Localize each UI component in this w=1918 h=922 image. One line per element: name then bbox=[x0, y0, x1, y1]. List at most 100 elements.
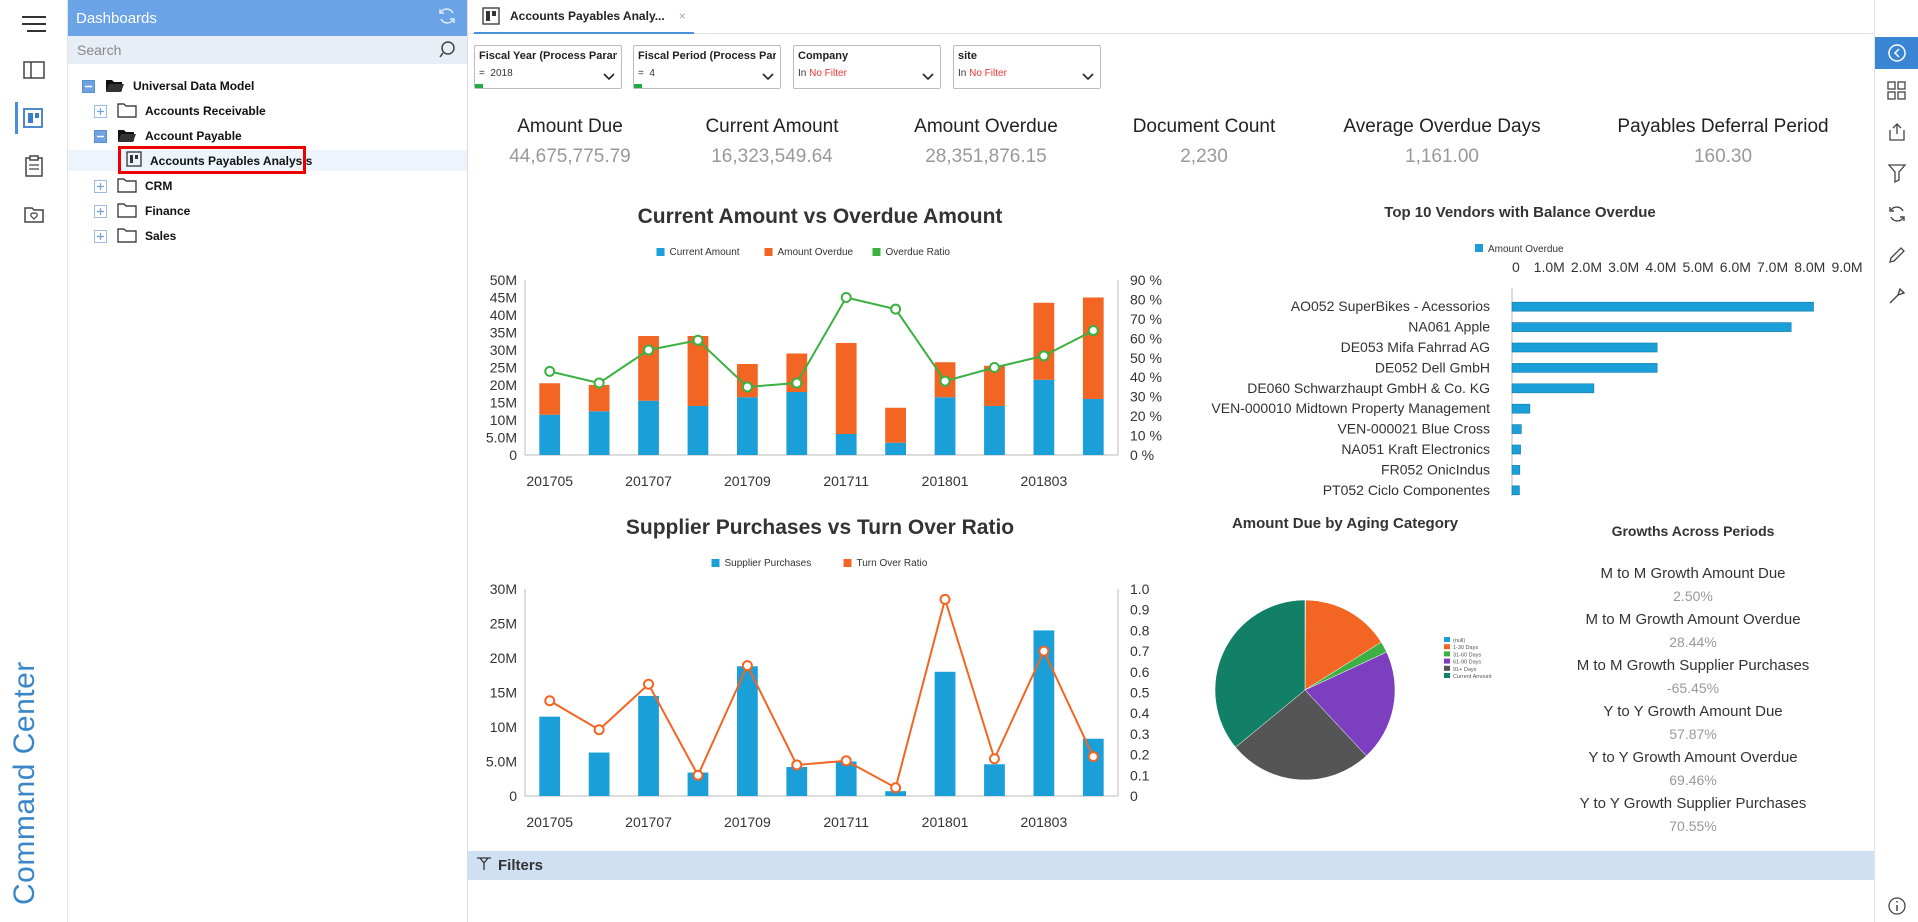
tab-accounts-payables-analysis[interactable]: Accounts Payables Analy... × bbox=[474, 0, 694, 34]
x-tick-label: 0 bbox=[1512, 259, 1520, 275]
tree-item-accounts-payables-analysis[interactable]: Accounts Payables Analysis bbox=[68, 150, 467, 171]
top-vendors-chart: Amount Overdue 0 1.0M 2.0M 3.0M 4.0M 5.0M 6.0M 7… bbox=[1211, 244, 1863, 496]
filters-bar[interactable]: Filters bbox=[468, 851, 1874, 880]
line-point bbox=[643, 678, 655, 690]
tree-label: Sales bbox=[145, 229, 177, 243]
legend-label: Turn Over Ratio bbox=[857, 558, 928, 569]
series-line bbox=[549, 296, 1094, 388]
chevron-down-icon[interactable] bbox=[603, 72, 615, 84]
chevron-down-icon[interactable] bbox=[1082, 72, 1094, 84]
y-tick-label: 5.0M bbox=[486, 430, 517, 446]
chart3-title: Top 10 Vendors with Balance Overdue bbox=[1384, 204, 1656, 221]
clipboard-icon[interactable] bbox=[18, 150, 50, 182]
y2-tick-label: 60 % bbox=[1130, 330, 1162, 346]
info-icon[interactable] bbox=[1885, 894, 1909, 918]
bar bbox=[984, 764, 1005, 796]
bar bbox=[984, 365, 1005, 406]
bar bbox=[638, 336, 659, 401]
expand-icon[interactable] bbox=[94, 104, 107, 118]
bar bbox=[885, 442, 907, 455]
y2-tick-label: 0.2 bbox=[1130, 747, 1150, 763]
series-line bbox=[549, 595, 1095, 790]
filter-site[interactable]: site In No Filter bbox=[953, 45, 1101, 89]
kpi-current-amount: Current Amount 16,323,549.64 bbox=[705, 116, 839, 167]
legend-swatch bbox=[1475, 244, 1483, 252]
dashboard-icon bbox=[482, 7, 500, 25]
search-icon[interactable] bbox=[439, 40, 457, 61]
filter-company[interactable]: Company In No Filter bbox=[793, 45, 941, 89]
panel-header: Dashboards bbox=[68, 0, 467, 36]
y-tick-label: 15M bbox=[490, 685, 517, 701]
chevron-down-icon[interactable] bbox=[762, 72, 774, 84]
search-box[interactable]: Search bbox=[68, 36, 467, 64]
category-label: DE060 Schwarzhaupt GmbH & Co. KG bbox=[1247, 380, 1490, 396]
tree-item-sales[interactable]: Sales bbox=[94, 226, 176, 246]
favorites-folder-icon[interactable] bbox=[18, 198, 50, 230]
filter-icon[interactable] bbox=[1885, 161, 1909, 185]
bar bbox=[786, 392, 808, 455]
supplier-purchases-chart: Supplier Purchases Turn Over Ratio 0 5.0M 10… bbox=[486, 558, 1150, 830]
filter-value: = 2018 bbox=[479, 68, 513, 79]
collapse-icon[interactable] bbox=[94, 129, 107, 143]
bar bbox=[1511, 322, 1792, 332]
search-input[interactable]: Search bbox=[77, 42, 122, 58]
collapse-icon[interactable] bbox=[82, 79, 95, 93]
x-tick-label: 201709 bbox=[724, 473, 771, 489]
x-tick-label: 2.0M bbox=[1571, 259, 1602, 275]
tree-label: Accounts Payables Analysis bbox=[150, 153, 313, 168]
x-tick-label: 201803 bbox=[1021, 473, 1068, 489]
tree-item-accounts-receivable[interactable]: Accounts Receivable bbox=[94, 101, 266, 121]
filter-fiscal-period[interactable]: Fiscal Period (Process Par... = 4 bbox=[633, 45, 781, 89]
legend-swatch bbox=[764, 248, 773, 256]
expand-icon[interactable] bbox=[94, 204, 107, 218]
y-tick-label: 35M bbox=[490, 325, 517, 341]
expand-icon[interactable] bbox=[94, 179, 107, 193]
bar bbox=[885, 791, 907, 796]
expand-icon[interactable] bbox=[94, 229, 107, 243]
refresh-icon[interactable] bbox=[1885, 202, 1909, 226]
tree-item-universal-data-model[interactable]: Universal Data Model bbox=[82, 76, 254, 96]
filters-label: Filters bbox=[498, 857, 544, 874]
edit-pencil-icon[interactable] bbox=[1885, 243, 1909, 267]
filter-active-indicator bbox=[634, 84, 642, 88]
tools-icon[interactable] bbox=[1885, 284, 1909, 308]
bar bbox=[687, 772, 709, 796]
folder-icon bbox=[117, 227, 137, 246]
legend-label: 1-30 Days bbox=[1453, 645, 1478, 651]
line-point bbox=[890, 782, 902, 794]
bar bbox=[539, 414, 561, 455]
chevron-down-icon[interactable] bbox=[922, 72, 934, 84]
growths-title: Growths Across Periods bbox=[1611, 523, 1775, 539]
legend-swatch bbox=[872, 248, 881, 256]
y-tick-label: 45M bbox=[490, 290, 517, 306]
bar bbox=[687, 336, 709, 406]
tree-item-finance[interactable]: Finance bbox=[94, 201, 190, 221]
x-tick-label: 6.0M bbox=[1720, 259, 1751, 275]
hamburger-menu-icon[interactable] bbox=[18, 8, 50, 40]
documents-icon[interactable] bbox=[18, 54, 50, 86]
collapse-panel-button[interactable] bbox=[1875, 37, 1918, 69]
bar bbox=[934, 397, 956, 455]
x-tick-label: 7.0M bbox=[1757, 259, 1788, 275]
share-icon[interactable] bbox=[1885, 120, 1909, 144]
y-tick-label: 20M bbox=[490, 377, 517, 393]
left-rail: Command Center bbox=[0, 0, 68, 922]
tree-item-crm[interactable]: CRM bbox=[94, 176, 172, 196]
legend-label: 31-60 Days bbox=[1453, 652, 1481, 658]
y2-tick-label: 0.4 bbox=[1130, 705, 1150, 721]
folder-icon bbox=[117, 202, 137, 221]
kpi-amount-overdue: Amount Overdue 28,351,876.15 bbox=[914, 116, 1058, 167]
chevron-left-icon bbox=[1888, 44, 1906, 62]
y-tick-label: 25M bbox=[490, 616, 517, 632]
y2-tick-label: 80 % bbox=[1130, 291, 1162, 307]
bar bbox=[736, 666, 758, 796]
close-tab-icon[interactable]: × bbox=[678, 9, 686, 23]
dashboards-icon[interactable] bbox=[15, 102, 47, 134]
bar bbox=[835, 761, 857, 796]
grid-layout-icon[interactable] bbox=[1885, 79, 1909, 103]
refresh-icon[interactable] bbox=[437, 6, 457, 30]
line-point bbox=[1087, 751, 1099, 763]
filter-fiscal-year[interactable]: Fiscal Year (Process Param... = 2018 bbox=[474, 45, 622, 89]
legend-label: Current Amount bbox=[1453, 674, 1492, 680]
tree-item-account-payable[interactable]: Account Payable bbox=[94, 126, 242, 146]
